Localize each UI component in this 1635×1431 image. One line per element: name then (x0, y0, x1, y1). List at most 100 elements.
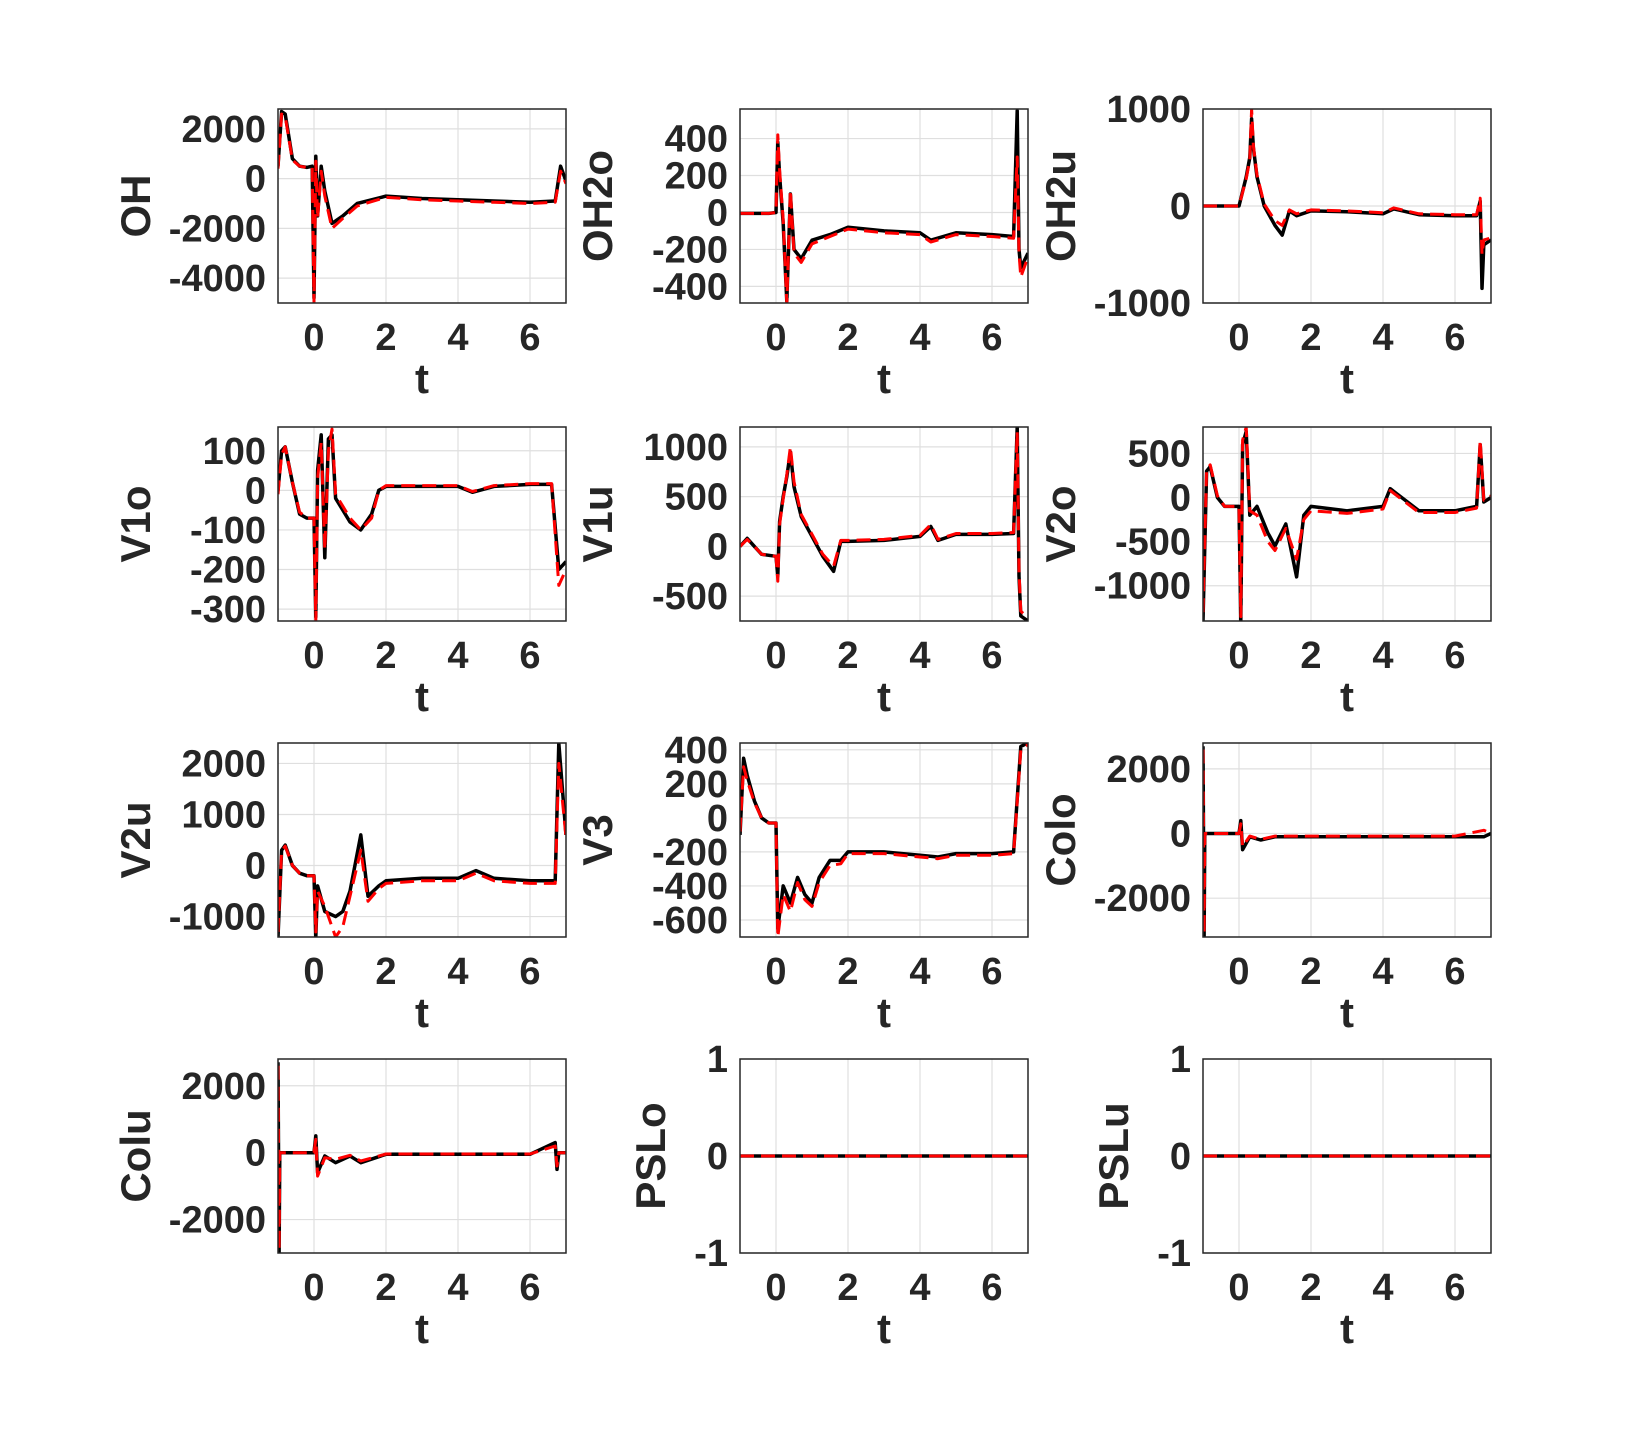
subplot-pslu: 0 2 4 6 1 0 -1 t PSLu (1090, 1039, 1492, 1352)
axes-frame (1202, 1058, 1492, 1254)
y-tick-label: 0 (1170, 186, 1191, 228)
y-tick-label: 2000 (181, 1066, 266, 1108)
series-dashed-line (740, 133, 1028, 303)
x-tick-label: 0 (1228, 951, 1249, 993)
y-tick-label: -600 (652, 900, 728, 942)
subplot-colo: 0 2 4 6 2000 0 -2000 t Colo (1037, 742, 1492, 1036)
y-tick-label: 0 (245, 159, 266, 201)
y-tick-label: -2000 (1094, 878, 1191, 920)
x-axis-label: t (877, 673, 891, 720)
x-tick-label: 2 (375, 951, 396, 993)
series-dashed-line (740, 743, 1028, 937)
axes-frame (1202, 742, 1492, 938)
y-axis-label: V2o (1037, 485, 1084, 562)
y-tick-label: -1000 (1094, 566, 1191, 608)
y-tick-label: 100 (203, 431, 266, 473)
y-axis-label: OH2u (1037, 150, 1084, 262)
y-tick-label: 1000 (643, 427, 728, 469)
y-axis-label: PSLo (627, 1102, 674, 1209)
x-tick-label: 6 (1444, 1267, 1465, 1309)
x-tick-label: 6 (1444, 951, 1465, 993)
x-tick-label: 4 (1372, 951, 1393, 993)
x-tick-label: 0 (303, 1267, 324, 1309)
x-tick-label: 4 (447, 951, 468, 993)
y-axis-label: V1u (574, 485, 621, 562)
y-tick-label: 0 (245, 470, 266, 512)
series-dashed-line (1203, 427, 1491, 619)
y-tick-label: 500 (1128, 433, 1191, 475)
x-axis-label: t (415, 1305, 429, 1352)
axes-frame (739, 426, 1029, 622)
x-tick-label: 2 (1300, 635, 1321, 677)
series-dashed-line (278, 1065, 566, 1252)
y-tick-label: -500 (1115, 522, 1191, 564)
x-tick-label: 2 (375, 317, 396, 359)
series-solid-line (278, 1062, 566, 1253)
y-tick-label: -1000 (169, 897, 266, 939)
y-axis-label: OH2o (574, 150, 621, 262)
axes-frame (1202, 108, 1492, 304)
x-tick-label: 6 (519, 951, 540, 993)
y-tick-label: 2000 (181, 743, 266, 785)
y-tick-label: 400 (665, 119, 728, 161)
x-tick-label: 2 (837, 1267, 858, 1309)
y-axis-label: V2u (112, 801, 159, 878)
y-tick-label: -100 (190, 510, 266, 552)
axes-frame (1202, 426, 1492, 622)
series-solid-line (278, 433, 566, 619)
x-tick-label: 4 (1372, 1267, 1393, 1309)
x-axis-label: t (1340, 355, 1354, 402)
y-tick-label: 1000 (1106, 89, 1191, 131)
y-tick-label: 0 (1170, 814, 1191, 856)
x-tick-label: 0 (1228, 317, 1249, 359)
axes-frame (277, 426, 567, 622)
y-tick-label: 400 (665, 730, 728, 772)
x-tick-label: 6 (519, 635, 540, 677)
x-tick-label: 6 (519, 1267, 540, 1309)
x-axis-label: t (1340, 1305, 1354, 1352)
y-tick-label: -1000 (1094, 283, 1191, 325)
x-axis-label: t (415, 989, 429, 1036)
x-axis-label: t (1340, 673, 1354, 720)
x-tick-label: 0 (765, 1267, 786, 1309)
x-tick-label: 2 (837, 317, 858, 359)
y-tick-label: -300 (190, 589, 266, 631)
y-tick-label: 500 (665, 477, 728, 519)
y-axis-label: V1o (112, 485, 159, 562)
y-tick-label: -2000 (169, 208, 266, 250)
x-tick-label: 4 (909, 635, 930, 677)
x-tick-label: 4 (447, 317, 468, 359)
subplot-pslo: 0 2 4 6 1 0 -1 t PSLo (627, 1039, 1029, 1352)
y-tick-label: 0 (707, 192, 728, 234)
x-tick-label: 4 (1372, 317, 1393, 359)
x-tick-label: 4 (1372, 635, 1393, 677)
y-tick-label: -2000 (169, 1200, 266, 1242)
axes-frame (739, 742, 1029, 938)
x-tick-label: 6 (519, 317, 540, 359)
x-tick-label: 2 (1300, 951, 1321, 993)
y-tick-label: -200 (190, 550, 266, 592)
x-tick-label: 6 (1444, 317, 1465, 359)
x-tick-label: 0 (765, 317, 786, 359)
series-dashed-line (278, 112, 566, 303)
x-axis-label: t (877, 1305, 891, 1352)
y-tick-label: 1 (1170, 1039, 1191, 1081)
x-tick-label: 2 (1300, 1267, 1321, 1309)
y-tick-label: 0 (707, 1136, 728, 1178)
x-tick-label: 2 (837, 635, 858, 677)
y-tick-label: 0 (707, 798, 728, 840)
y-tick-label: 1 (707, 1039, 728, 1081)
x-tick-label: 0 (303, 635, 324, 677)
plot-area (1203, 743, 1491, 937)
x-tick-label: 0 (1228, 1267, 1249, 1309)
x-axis-label: t (1340, 989, 1354, 1036)
x-tick-label: 0 (303, 951, 324, 993)
y-axis-label: V3 (574, 814, 621, 865)
y-tick-label: 0 (1170, 478, 1191, 520)
x-tick-label: 4 (909, 951, 930, 993)
series-dashed-line (740, 430, 1028, 620)
y-tick-label: 0 (245, 846, 266, 888)
series-dashed-line (1203, 109, 1491, 256)
